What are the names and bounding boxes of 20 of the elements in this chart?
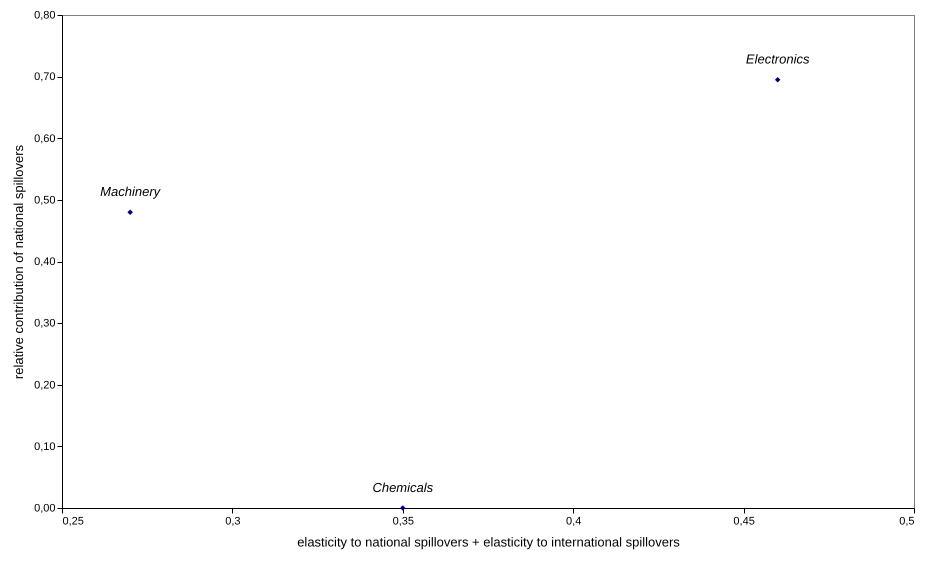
x-tick-label: 0,5 bbox=[899, 516, 914, 528]
x-tick-label: 0,3 bbox=[225, 516, 241, 528]
y-tick-label: 0,20 bbox=[34, 379, 56, 392]
y-tick-label: 0,70 bbox=[34, 71, 56, 84]
y-tick-label: 0,40 bbox=[34, 256, 56, 268]
x-tick-label: 0,25 bbox=[62, 516, 84, 528]
y-axis-title: relative contribution of national spillovers bbox=[11, 144, 26, 380]
y-tick-label: 0,80 bbox=[34, 10, 56, 22]
y-tick-label: 0,00 bbox=[34, 502, 56, 514]
y-tick-label: 0,30 bbox=[34, 318, 56, 330]
x-axis-title: elasticity to national spillovers + elasticity to international spillovers bbox=[297, 534, 680, 550]
x-tick-label: 0,4 bbox=[566, 516, 582, 528]
y-tick-label: 0,60 bbox=[34, 132, 56, 145]
y-tick-label: 0,10 bbox=[34, 440, 56, 453]
annotation: Chemicals bbox=[372, 480, 434, 495]
y-tick-label: 0,50 bbox=[34, 194, 56, 206]
annotation: Electronics bbox=[746, 52, 810, 67]
annotation: Machinery bbox=[100, 184, 162, 200]
x-tick-label: 0,45 bbox=[733, 516, 755, 528]
x-tick-label: 0,35 bbox=[392, 516, 414, 528]
